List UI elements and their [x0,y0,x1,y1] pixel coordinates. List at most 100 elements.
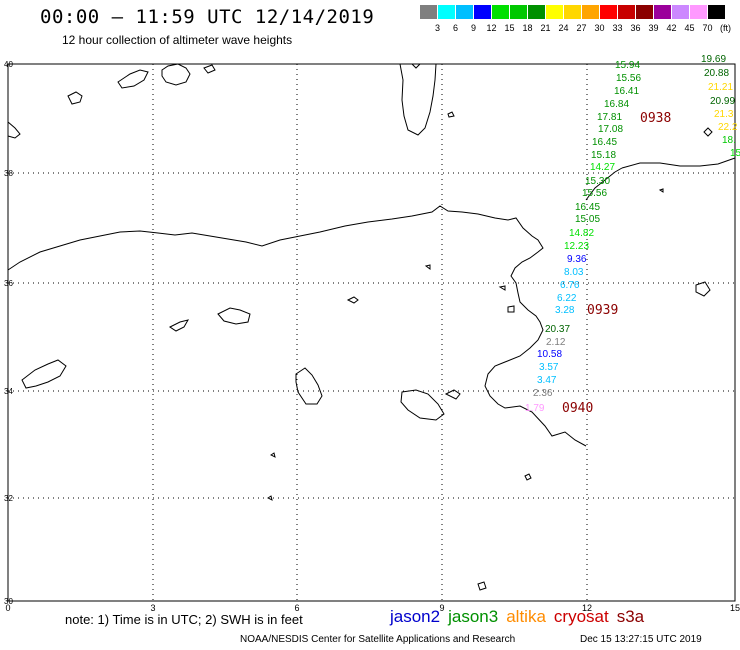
longitude-tick-label: 6 [294,603,299,613]
satellite-name-s3a: s3a [616,607,645,626]
wave-height-label: 15.18 [591,150,616,161]
wave-height-label: 18. [722,135,736,146]
wave-height-label: 16.45 [592,137,617,148]
wave-height-label: 16.45 [575,202,600,213]
legend-swatch [690,5,707,19]
wave-height-label: 2.36 [533,388,553,399]
wave-height-label: 16.84 [604,99,629,110]
legend-label: 15 [504,23,515,33]
map-frame [7,63,736,602]
coastlines [7,63,736,591]
pass-time-label: 0938 [640,111,671,126]
legend-label: 33 [612,23,623,33]
islet-9 [658,188,664,193]
legend-label: 12 [486,23,497,33]
iberia-coast [7,121,21,139]
wave-height-label: 14.82 [569,228,594,239]
legend-label: 42 [666,23,677,33]
mallorca [161,63,191,86]
wave-height-label: 2.12 [546,337,566,348]
legend-swatch [672,5,689,19]
latitude-tick-label: 36 [4,279,13,288]
menorca [203,64,216,74]
islet-4 [270,452,276,458]
legend-label: 39 [648,23,659,33]
wave-height-label: 15.94 [615,60,640,71]
legend-label: 21 [540,23,551,33]
ibiza [117,69,149,89]
islet-3 [267,495,273,501]
legend-swatch [528,5,545,19]
legend-swatch [420,5,437,19]
longitude-ticks: 0 3 6 9 12 15 [5,603,740,613]
satellite-name-jason2: jason2 [390,607,441,626]
wave-height-label: 3.28 [555,305,575,316]
wave-height-label: 8.03 [564,267,584,278]
latitude-tick-label: 40 [4,60,13,69]
legend-swatch [456,5,473,19]
satellite-name-altika: altika [506,607,546,626]
djerba [400,389,445,421]
credit-line: NOAA/NESDIS Center for Satellite Applica… [240,634,516,645]
wave-height-label: 10.58 [537,349,562,360]
wave-height-label: 20.99 [710,96,735,107]
wave-height-label: 16.41 [614,86,639,97]
kerkennah [295,367,323,405]
page-title: 00:00 – 11:59 UTC 12/14/2019 [40,6,375,28]
latitude-tick-label: 34 [4,387,13,396]
corsica [411,63,421,69]
wave-height-label: 6.76 [560,280,580,291]
sardinia [399,63,437,136]
legend-label: 6 [452,23,458,33]
graticule [8,64,735,601]
latitude-tick-label: 38 [4,169,13,178]
legend-swatch [654,5,671,19]
footer-note: note: 1) Time is in UTC; 2) SWH is in fe… [65,612,303,627]
legend-swatch [600,5,617,19]
wave-height-label: 19.69 [701,54,726,65]
islet-7 [498,285,506,291]
wave-height-label: 14.27 [590,162,615,173]
sw-islands [21,359,67,389]
malta [444,389,461,400]
legend-swatch [492,5,509,19]
latitude-tick-label: 30 [4,597,13,606]
wave-height-label: 15 [730,148,740,159]
satellite-name-cryosat: cryosat [553,607,609,626]
pass-time-label: 0940 [562,401,593,416]
sicily-2 [585,167,623,201]
islet-1 [524,473,532,481]
wave-height-label: 12.23 [564,241,589,252]
wave-height-label: 15.05 [575,214,600,225]
islet-8 [507,305,515,313]
islet-2 [477,581,487,591]
wave-height-label: 15.30 [585,176,610,187]
legend-label: 27 [576,23,587,33]
legend-label: 30 [594,23,605,33]
legend-label: 18 [522,23,533,33]
wave-height-label: 22.2 [718,122,738,133]
islet-5 [447,111,455,118]
legend-label: 3 [434,23,440,33]
wave-height-label: 3.47 [537,375,557,386]
satellite-name-jason3: jason3 [448,607,499,626]
satellite-legend: jason2 jason3 altika cryosat s3a [390,607,652,627]
wave-height-label: 9.36 [567,254,587,265]
crete-fragment [703,127,713,137]
legend-swatch [438,5,455,19]
legend-swatch [582,5,599,19]
longitude-tick-label: 12 [582,603,592,613]
lampedusa [169,319,190,332]
wave-height-label: 3.57 [539,362,559,373]
wave-height-label: 1.79 [525,403,545,414]
sicily [621,157,736,169]
formentera [67,91,83,105]
pass-time-label: 0939 [587,303,618,318]
legend-swatch [510,5,527,19]
wave-height-label: 21.3 [714,109,734,120]
page-subtitle: 12 hour collection of altimeter wave hei… [62,33,293,47]
longitude-tick-label: 15 [730,603,740,613]
longitude-tick-label: 3 [150,603,155,613]
wave-height-label: 15.56 [616,73,641,84]
